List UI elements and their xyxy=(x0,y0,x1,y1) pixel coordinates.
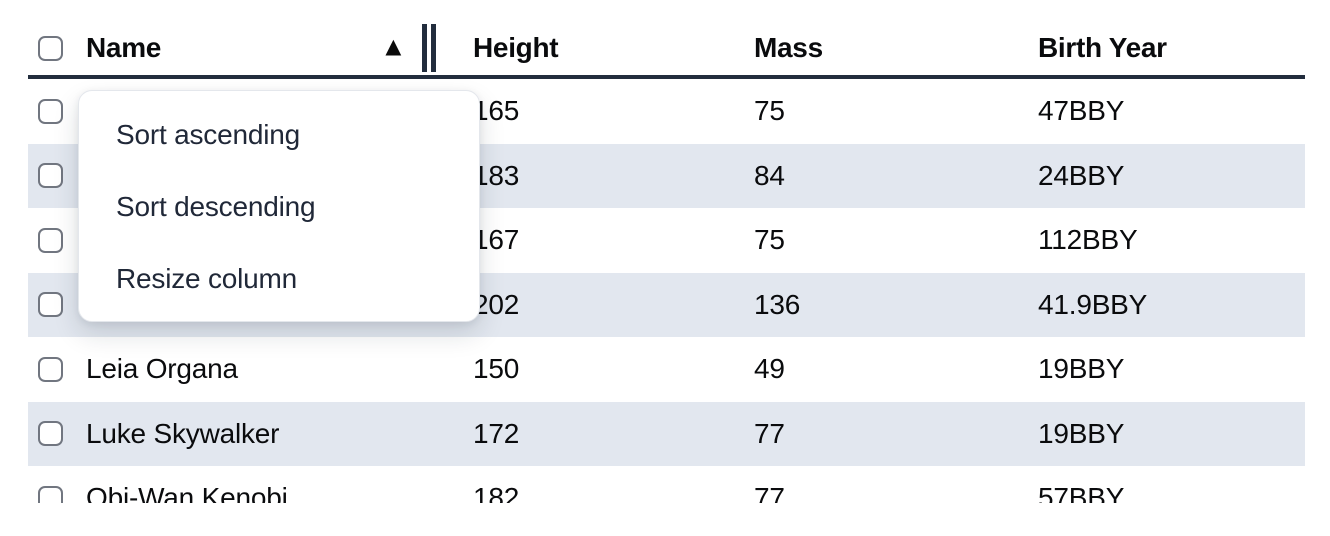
column-context-menu: Sort ascending Sort descending Resize co… xyxy=(78,90,480,322)
cell-height: 182 xyxy=(473,482,520,503)
row-checkbox-cell xyxy=(28,292,76,318)
select-all-checkbox[interactable] xyxy=(38,35,63,61)
column-header-mass[interactable]: Mass xyxy=(744,32,1028,64)
column-header-name[interactable]: Name ▲ xyxy=(76,17,463,79)
row-checkbox[interactable] xyxy=(38,292,63,318)
cell-mass: 75 xyxy=(754,224,785,256)
column-header-height[interactable]: Height xyxy=(463,32,744,64)
cell-height: 150 xyxy=(473,353,520,385)
cell-height: 167 xyxy=(473,224,520,256)
column-header-mass-label: Mass xyxy=(754,32,823,63)
cell-mass: 136 xyxy=(754,288,801,320)
cell-birth-year: 57BBY xyxy=(1038,482,1125,503)
row-checkbox-cell xyxy=(28,485,76,503)
cell-birth-year: 19BBY xyxy=(1038,417,1125,449)
cell-height: 165 xyxy=(473,95,520,127)
cell-mass: 77 xyxy=(754,417,785,449)
column-header-name-label: Name xyxy=(86,32,162,63)
row-checkbox[interactable] xyxy=(38,421,63,447)
row-checkbox-cell xyxy=(28,163,76,189)
column-header-height-label: Height xyxy=(473,32,559,63)
cell-birth-year: 24BBY xyxy=(1038,159,1125,191)
characters-table: Name ▲ Height Mass Birth Year 165 xyxy=(28,17,1305,503)
table-row: Luke Skywalker 172 77 19BBY xyxy=(28,401,1305,466)
cell-mass: 84 xyxy=(754,159,785,191)
cell-height: 172 xyxy=(473,417,520,449)
row-checkbox[interactable] xyxy=(38,227,63,253)
cell-birth-year: 47BBY xyxy=(1038,95,1125,127)
cell-height: 183 xyxy=(473,159,520,191)
select-all-cell xyxy=(28,35,76,61)
row-checkbox[interactable] xyxy=(38,98,63,124)
menu-item-sort-descending[interactable]: Sort descending xyxy=(116,191,316,222)
table-row: Leia Organa 150 49 19BBY xyxy=(28,337,1305,402)
table-row: Obi-Wan Kenobi 182 77 57BBY xyxy=(28,466,1305,503)
cell-mass: 75 xyxy=(754,95,785,127)
row-checkbox-cell xyxy=(28,98,76,124)
column-header-birth-year[interactable]: Birth Year xyxy=(1028,32,1305,64)
column-resize-handle[interactable] xyxy=(422,24,436,72)
row-checkbox-cell xyxy=(28,227,76,253)
cell-name: Obi-Wan Kenobi xyxy=(86,482,288,503)
cell-mass: 77 xyxy=(754,482,785,503)
cell-mass: 49 xyxy=(754,353,785,385)
table-body: 165 75 47BBY 183 84 24BBY 167 75 xyxy=(28,79,1305,503)
sort-ascending-icon: ▲ xyxy=(380,31,407,62)
cell-birth-year: 19BBY xyxy=(1038,353,1125,385)
cell-name: Leia Organa xyxy=(86,353,238,385)
cell-birth-year: 41.9BBY xyxy=(1038,288,1148,320)
menu-item-resize-column[interactable]: Resize column xyxy=(116,263,298,294)
row-checkbox[interactable] xyxy=(38,163,63,189)
row-checkbox[interactable] xyxy=(38,356,63,382)
row-checkbox[interactable] xyxy=(38,485,63,503)
row-checkbox-cell xyxy=(28,421,76,447)
table-header-row: Name ▲ Height Mass Birth Year xyxy=(28,17,1305,79)
cell-name: Luke Skywalker xyxy=(86,417,280,449)
row-checkbox-cell xyxy=(28,356,76,382)
column-header-birth-year-label: Birth Year xyxy=(1038,32,1167,63)
menu-item-sort-ascending[interactable]: Sort ascending xyxy=(116,119,300,150)
cell-height: 202 xyxy=(473,288,520,320)
cell-birth-year: 112BBY xyxy=(1038,224,1138,256)
